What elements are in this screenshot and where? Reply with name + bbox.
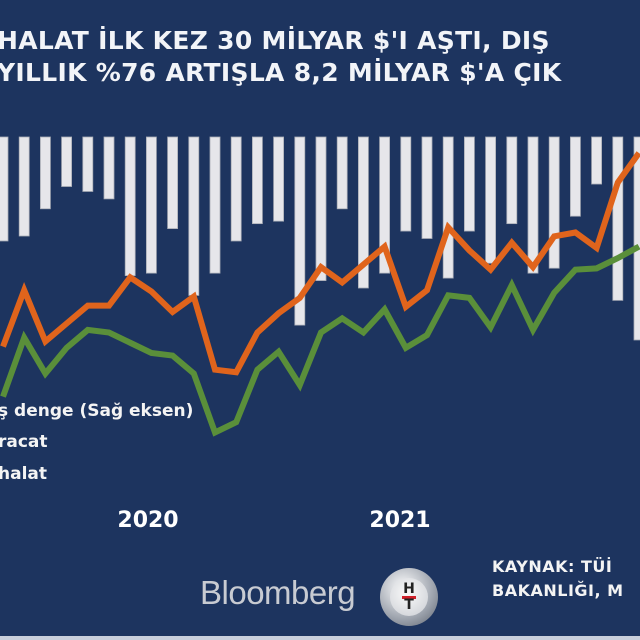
bottom-divider [0, 636, 640, 640]
balance-bar [442, 136, 454, 279]
balance-bar [209, 136, 221, 274]
balance-bar [188, 136, 200, 296]
balance-bar [591, 136, 602, 185]
balance-bar [506, 136, 518, 225]
balance-bar [294, 136, 306, 326]
balance-bar [61, 136, 72, 187]
balance-bar [230, 136, 242, 242]
balance-bars [0, 136, 640, 341]
chart-title-line-1: HALAT İLK KEZ 30 MİLYAR $'I AŞTI, DIŞ [0, 26, 550, 55]
balance-bar [336, 136, 348, 210]
balance-bar [357, 136, 369, 289]
x-tick-label-2021: 2021 [369, 508, 431, 533]
balance-bar [124, 136, 136, 277]
legend-exports: racat [0, 432, 48, 452]
legend-imports: halat [0, 464, 47, 484]
balance-bar [18, 136, 30, 237]
trade-lines [0, 151, 640, 437]
balance-bar [485, 136, 497, 264]
balance-bar [421, 136, 433, 239]
balance-bar [570, 136, 581, 217]
balance-bar [82, 136, 94, 192]
balance-bar [145, 136, 157, 274]
legend-balance: ş denge (Sağ eksen) [0, 401, 194, 421]
balance-bar [251, 136, 263, 225]
balance-bar [379, 136, 391, 274]
balance-bar [40, 136, 51, 210]
balance-bar [527, 136, 539, 274]
chart-title-line-2: YILLIK %76 ARTIŞLA 8,2 MİLYAR $'A ÇIK [0, 58, 562, 87]
x-tick-label-2020: 2020 [117, 508, 179, 533]
balance-bar [0, 136, 9, 242]
balance-bar [167, 136, 179, 229]
balance-bar [548, 136, 560, 269]
balance-bar [612, 136, 624, 301]
balance-bar [463, 136, 475, 232]
bloomberg-logo: Bloomberg [200, 574, 356, 611]
source-line-1: KAYNAK: TÜİ [492, 557, 613, 576]
balance-bar [633, 136, 640, 341]
balance-bar [103, 136, 115, 200]
imports-line [0, 151, 640, 376]
source-line-2: BAKANLIĞI, M [492, 581, 624, 600]
ht-logo-text: H [403, 581, 415, 597]
balance-bar [273, 136, 285, 222]
exports-line [0, 243, 640, 437]
balance-bar [315, 136, 327, 281]
balance-bar [400, 136, 412, 232]
